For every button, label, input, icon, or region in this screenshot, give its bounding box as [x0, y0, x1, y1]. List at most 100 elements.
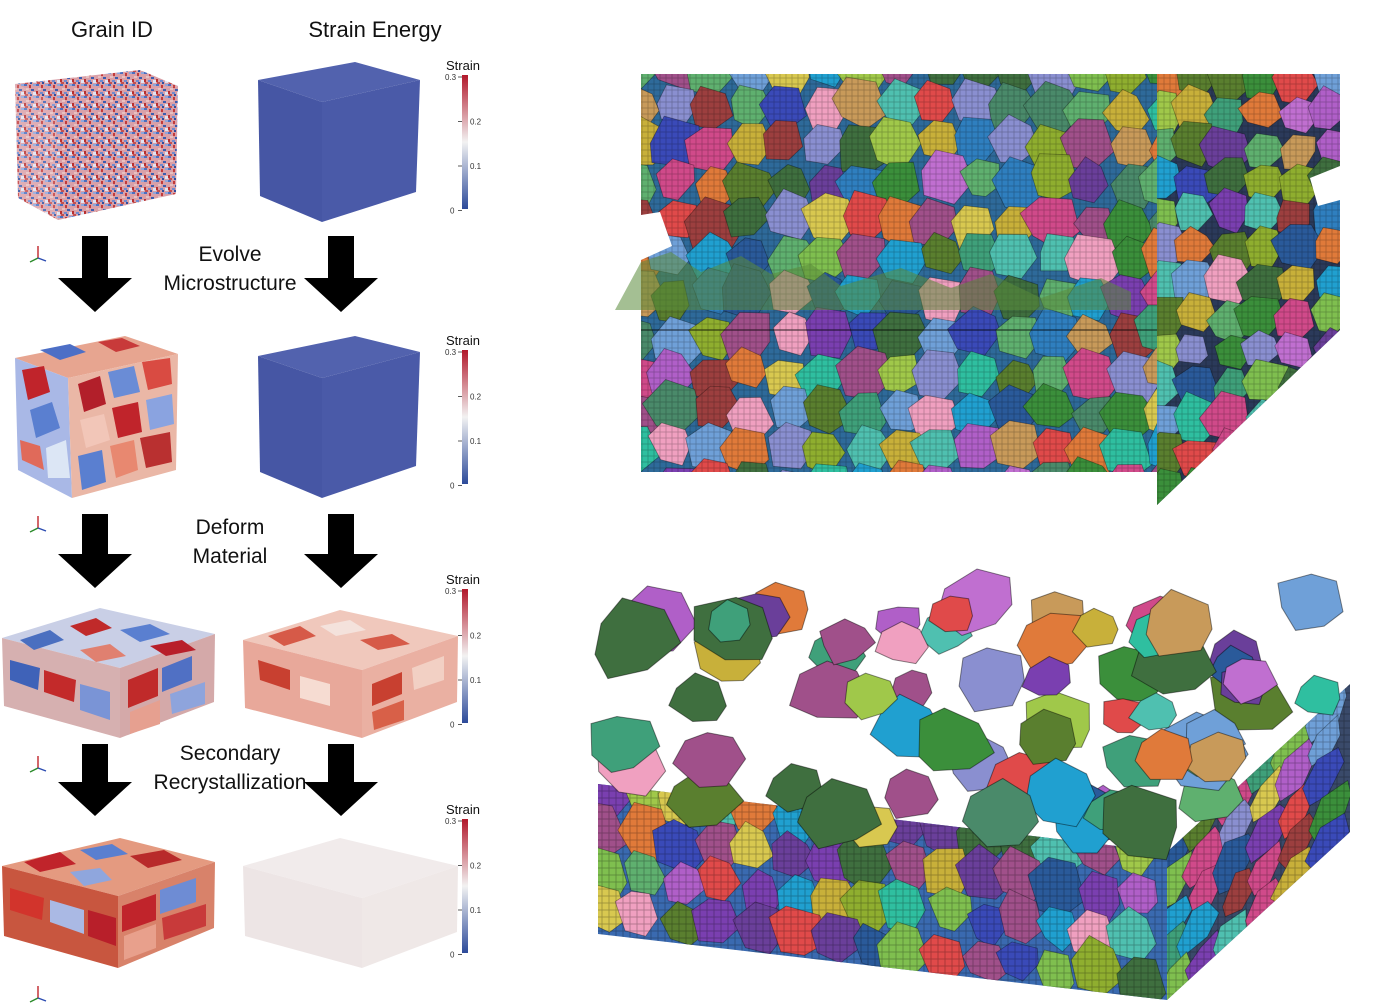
colorbar-tick-label: 0.3 [445, 348, 457, 357]
colorbar-tick-label: 0.1 [470, 906, 482, 915]
protruding-grain [1021, 655, 1071, 696]
colorbar-tick-label: 0.2 [470, 118, 482, 127]
colorbar-tick-label: 0 [450, 721, 455, 730]
step-recrystallization-line1: Secondary [179, 742, 281, 765]
grain-slab-deformed [2, 608, 215, 738]
axes-triad-icon [29, 246, 47, 263]
protruding-grain [961, 777, 1040, 848]
down-arrow-icon [304, 236, 378, 312]
protruding-grain [958, 647, 1025, 713]
axes-triad-icon [29, 756, 47, 773]
strain-cube-initial [258, 62, 420, 222]
colorbar-tick-label: 0.1 [470, 437, 482, 446]
down-arrow-icon [58, 236, 132, 312]
protruding-grain [874, 621, 929, 665]
colorbar-tick-label: 0.3 [445, 73, 457, 82]
strain-slab-recrystallized [243, 838, 458, 968]
down-arrow-icon [58, 514, 132, 588]
grain [662, 467, 698, 472]
protruding-grain [844, 672, 899, 721]
step-evolve-line2: Microstructure [163, 272, 297, 295]
axes-triad-icon [29, 986, 47, 1003]
protruding-grain [918, 707, 995, 772]
protruding-grain [672, 732, 747, 788]
protruding-grain [884, 768, 939, 820]
protruding-grain [928, 595, 974, 633]
protruding-grain [1024, 757, 1096, 828]
grain-id-header: Grain ID [71, 17, 153, 42]
arrows [58, 236, 378, 816]
colorbar-tick-label: 0.3 [445, 817, 457, 826]
protruding-grain [708, 599, 751, 643]
step-recrystallization-label: Secondary Recrystallization [130, 739, 330, 797]
colorbar-tick-label: 0.2 [470, 632, 482, 641]
protruding-grain [1277, 573, 1344, 631]
protruding-grain [797, 778, 883, 850]
colorbar-title: Strain [446, 572, 480, 587]
protruding-grain [590, 715, 661, 773]
axes-triad-icon [29, 516, 47, 533]
protruding-grain [594, 597, 682, 680]
protruding-grain [1222, 658, 1279, 705]
colorbar-gradient [462, 589, 468, 723]
down-arrow-icon [304, 514, 378, 588]
protruding-grain [1294, 674, 1341, 716]
step-deform-label: Deform Material [140, 513, 320, 571]
grain-block-bottom-render [590, 568, 1350, 1000]
colorbar-gradient [462, 75, 468, 209]
grain [1205, 458, 1255, 503]
colorbar-tick-label: 0 [450, 207, 455, 216]
strain-slab-deformed [243, 610, 458, 738]
grain-slab-recrystallized [2, 838, 215, 968]
grain [1238, 468, 1286, 505]
grain-block-top-render [615, 74, 1340, 516]
step-deform-line2: Material [192, 545, 268, 568]
colorbar-title: Strain [446, 333, 480, 348]
colorbar-title: Strain [446, 58, 480, 73]
grain-cube-evolved [15, 336, 178, 498]
protruding-grain [1071, 607, 1119, 648]
grain [968, 471, 972, 472]
step-deform-line1: Deform [195, 516, 265, 539]
protruding-grain [1102, 784, 1178, 861]
colorbar-tick-label: 0 [450, 482, 455, 491]
strain-cube-evolved [258, 336, 420, 498]
grain [1004, 465, 1031, 472]
colorbar-tick-label: 0.2 [470, 862, 482, 871]
grain [1314, 465, 1340, 505]
colorbar-tick-label: 0.2 [470, 393, 482, 402]
down-arrow-icon [58, 744, 132, 816]
protruding-grain [1145, 588, 1213, 657]
grain-cube-initial [15, 70, 178, 220]
colorbar-tick-label: 0.1 [470, 676, 482, 685]
step-evolve-label: Evolve Microstructure [140, 240, 320, 298]
colorbar-title: Strain [446, 802, 480, 817]
grain [1238, 432, 1287, 479]
grain [1317, 429, 1340, 470]
step-recrystallization-line2: Recrystallization [153, 771, 307, 794]
grain [1309, 394, 1340, 436]
protruding-grain [819, 618, 877, 666]
protruding-grain [1127, 692, 1178, 731]
protruding-grain [1134, 728, 1193, 780]
down-arrow-icon [304, 744, 378, 816]
grain [1274, 472, 1316, 505]
grain [617, 471, 662, 516]
colorbar-gradient [462, 350, 468, 484]
strain-energy-header: Strain Energy [308, 17, 442, 42]
grain [1276, 431, 1318, 473]
protruding-grain [1103, 698, 1146, 734]
colorbar-tick-label: 0.3 [445, 587, 457, 596]
grain [1280, 394, 1323, 436]
colorbar-tick-label: 0 [450, 951, 455, 960]
colorbar-gradient [462, 819, 468, 953]
grain [780, 469, 796, 472]
protruding-grain [668, 672, 727, 723]
step-evolve-line1: Evolve [198, 243, 262, 266]
grain [1309, 367, 1340, 403]
